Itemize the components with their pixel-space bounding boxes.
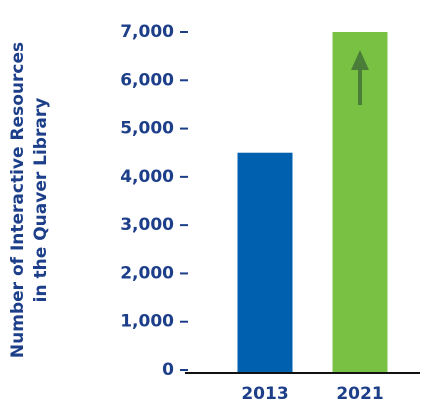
bars [237,32,388,373]
y-tick-label: 2,000 [120,263,174,283]
y-tick-label: 5,000 [120,119,174,139]
x-tick-label: 2021 [336,384,383,404]
up-arrow-icon [351,50,369,70]
y-tick-label: 3,000 [120,215,174,235]
y-axis-title: Number of Interactive Resources in the Q… [8,42,51,358]
y-tick-label: 1,000 [120,312,174,332]
y-axis-title-line-1: Number of Interactive Resources [8,42,28,358]
y-axis-ticks: 0 1,000 2,000 3,000 4,000 5,000 6,000 7,000 [120,22,188,380]
annotations [351,50,369,105]
y-tick-label: 6,000 [120,70,174,90]
y-tick-label: 0 [162,360,174,380]
x-axis-labels: 2013 2021 [241,384,383,404]
y-axis-title-line-2: in the Quaver Library [31,98,51,303]
bar-2013 [237,152,293,373]
y-tick-label: 7,000 [120,22,174,42]
y-tick-label: 4,000 [120,167,174,187]
x-tick-label: 2013 [241,384,288,404]
